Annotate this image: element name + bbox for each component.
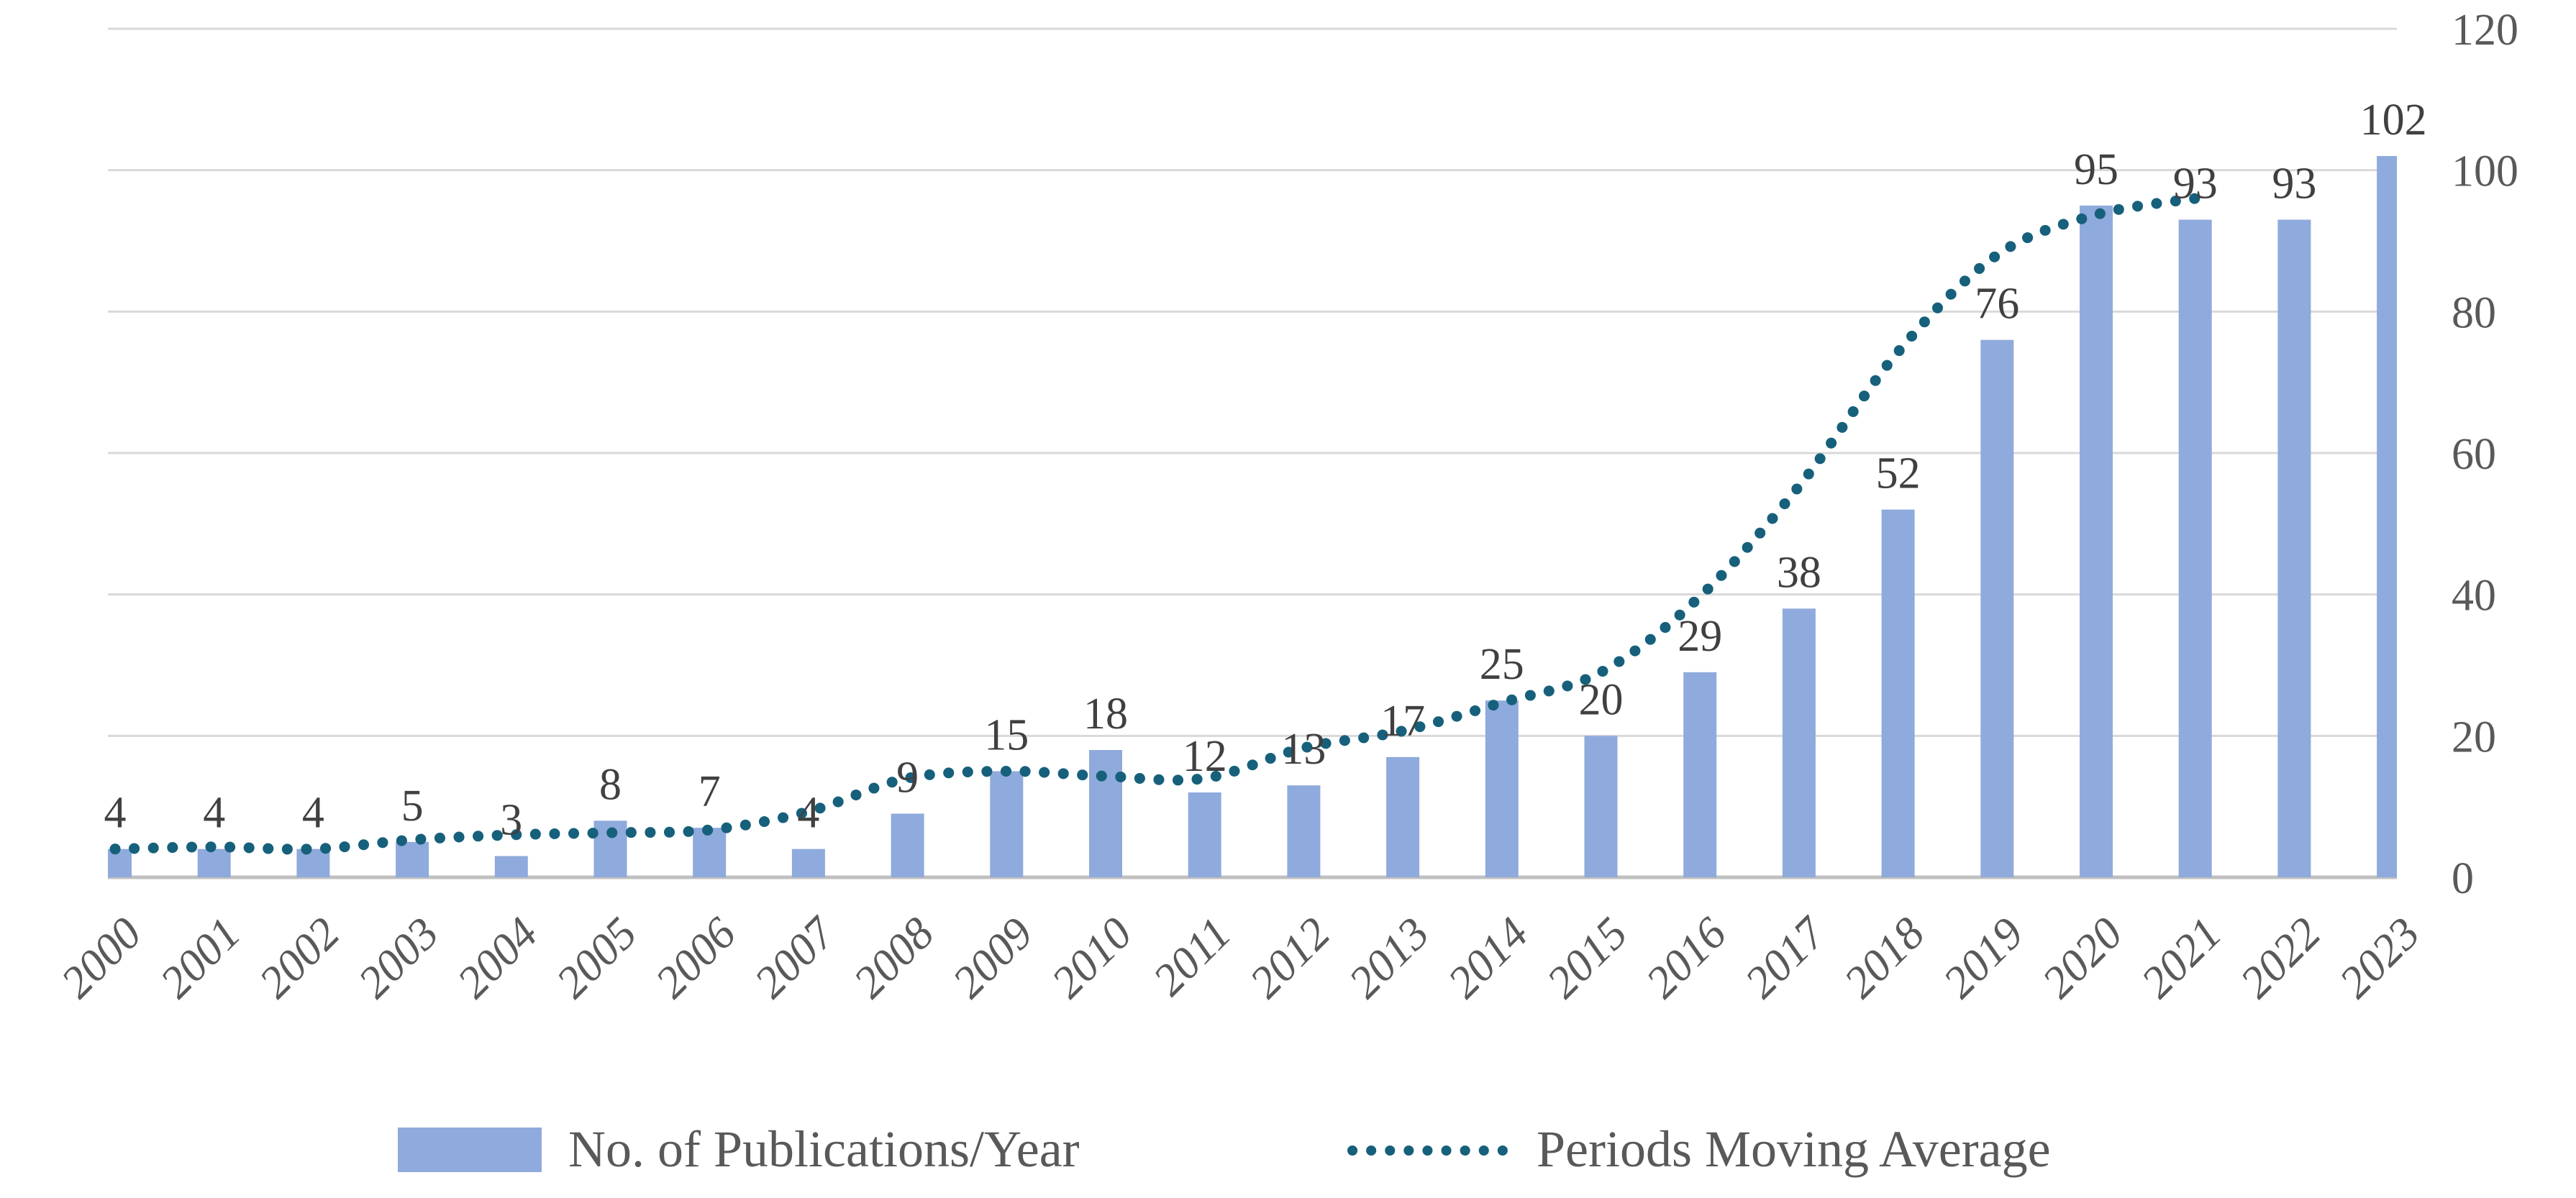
data-label-2003: 5: [401, 782, 424, 831]
data-label-2004: 3: [500, 796, 522, 845]
data-label-2002: 4: [302, 789, 324, 838]
x-label-2022: 2022: [2231, 907, 2331, 1007]
x-label-2018: 2018: [1834, 907, 1934, 1007]
x-label-2004: 2004: [447, 907, 547, 1007]
x-label-2021: 2021: [2131, 907, 2231, 1007]
x-label-2014: 2014: [1438, 907, 1538, 1007]
bar-2009: [990, 771, 1024, 877]
x-label-2003: 2003: [348, 907, 448, 1007]
data-label-2006: 7: [698, 767, 721, 816]
x-label-2016: 2016: [1637, 907, 1737, 1007]
data-label-2012: 13: [1281, 725, 1326, 774]
y-tick-0: 0: [2452, 854, 2474, 903]
x-label-2017: 2017: [1735, 907, 1836, 1007]
bar-2011: [1188, 792, 1221, 877]
x-label-2011: 2011: [1143, 907, 1240, 1005]
bar-2007: [791, 849, 825, 877]
x-label-2010: 2010: [1042, 907, 1142, 1007]
bar-2022: [2277, 219, 2311, 877]
y-tick-60: 60: [2452, 430, 2496, 479]
bar-2002: [296, 849, 330, 877]
data-label-2017: 38: [1777, 548, 1821, 597]
x-label-2002: 2002: [250, 907, 350, 1007]
moving-average-series: [109, 193, 2201, 855]
moving-average-path: [109, 193, 2201, 855]
data-label-2021: 93: [2173, 160, 2218, 209]
x-label-2008: 2008: [844, 907, 944, 1007]
x-label-2020: 2020: [2032, 907, 2132, 1007]
data-label-2014: 25: [1480, 640, 1524, 689]
data-label-2008: 9: [896, 754, 919, 803]
data-label-2019: 76: [1975, 280, 2019, 329]
data-label-2016: 29: [1678, 612, 1722, 661]
legend-bar-swatch: [398, 1128, 542, 1172]
bar-2020: [2080, 205, 2113, 877]
x-label-2023: 2023: [2329, 907, 2429, 1007]
gridlines: [108, 27, 2397, 879]
y-tick-100: 100: [2452, 147, 2518, 196]
bar-2014: [1485, 700, 1519, 877]
data-label-2001: 4: [203, 789, 225, 838]
x-label-2005: 2005: [547, 907, 647, 1007]
bar-2017: [1782, 608, 1816, 877]
data-label-2007: 4: [797, 789, 819, 838]
data-label-2010: 18: [1083, 690, 1128, 739]
bar-2003: [396, 841, 429, 877]
x-label-2001: 2001: [150, 907, 250, 1007]
bar-2008: [891, 813, 924, 877]
bar-2013: [1386, 756, 1420, 877]
data-label-2022: 93: [2272, 160, 2316, 209]
x-axis-tick-labels: 2000 2001 2002 2003 2004 2005 2006 2007 2008 2009…: [51, 907, 2429, 1007]
data-label-2009: 15: [984, 711, 1029, 760]
bar-2018: [1881, 509, 1915, 877]
legend: No. of Publications/Year Periods Moving …: [398, 1120, 2051, 1178]
bar-2019: [1980, 339, 2014, 878]
data-label-2023: 102: [2360, 96, 2427, 145]
bar-2023: [2377, 156, 2397, 877]
y-tick-120: 120: [2452, 6, 2518, 55]
bar-2006: [693, 828, 727, 877]
x-label-2013: 2013: [1339, 907, 1439, 1007]
bar-2016: [1683, 672, 1717, 877]
y-axis-tick-labels: 0 20 40 60 80 100 120: [2452, 6, 2518, 903]
bar-2004: [494, 856, 528, 877]
y-tick-20: 20: [2452, 713, 2496, 762]
data-label-2020: 95: [2074, 145, 2118, 194]
x-label-2019: 2019: [1934, 907, 2034, 1007]
bar-2001: [197, 849, 231, 877]
data-label-2011: 12: [1183, 732, 1227, 781]
x-label-2009: 2009: [943, 907, 1043, 1007]
bar-series: [108, 156, 2397, 878]
data-label-2018: 52: [1876, 449, 1921, 498]
x-label-2000: 2000: [51, 907, 151, 1007]
bar-2021: [2178, 219, 2212, 877]
legend-line-label: Periods Moving Average: [1537, 1120, 2051, 1178]
y-tick-40: 40: [2452, 572, 2496, 621]
y-tick-80: 80: [2452, 288, 2496, 337]
bar-2015: [1584, 736, 1618, 877]
x-label-2007: 2007: [745, 907, 845, 1007]
data-label-2013: 17: [1380, 697, 1425, 746]
bar-2012: [1287, 785, 1321, 877]
x-label-2012: 2012: [1240, 907, 1340, 1007]
bar-2000: [108, 849, 132, 877]
data-label-2000: 4: [104, 789, 127, 838]
legend-bar-label: No. of Publications/Year: [568, 1120, 1080, 1178]
data-label-2015: 20: [1579, 675, 1624, 724]
bar-2010: [1089, 750, 1122, 877]
x-label-2015: 2015: [1537, 907, 1637, 1007]
x-label-2006: 2006: [646, 907, 746, 1007]
data-label-2005: 8: [599, 760, 622, 809]
